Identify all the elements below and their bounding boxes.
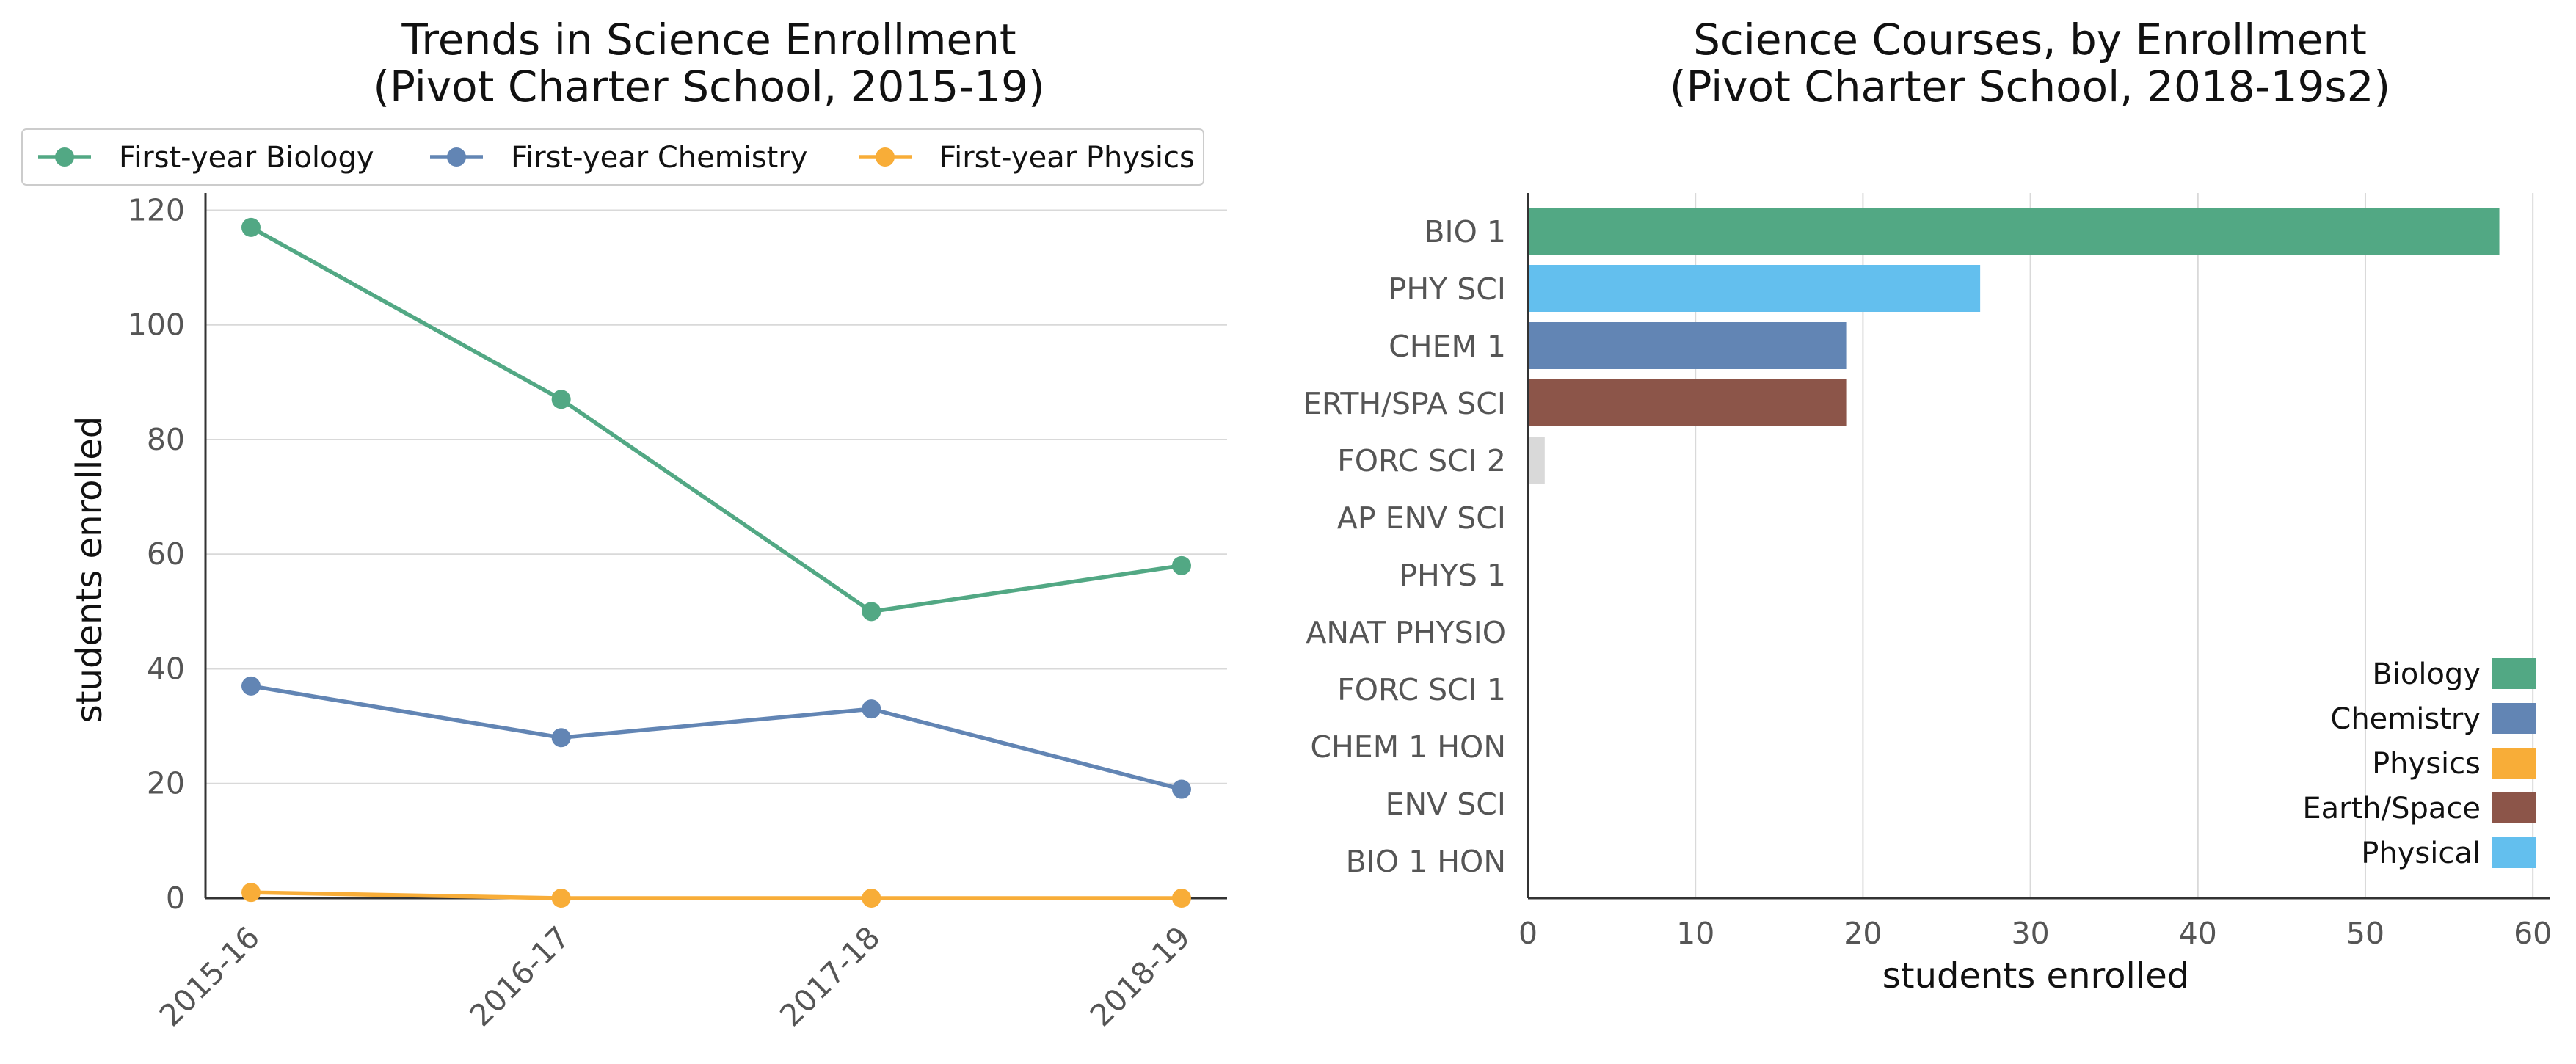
legend-label: First-year Biology [119,141,374,175]
line-chart-y-axis-label: students enrolled [69,416,110,723]
y-tick-label: 0 [166,881,185,916]
data-point [241,883,261,903]
x-tick-label: 60 [2514,916,2552,951]
bar-chart: Science Courses, by Enrollment (Pivot Ch… [1303,15,2552,996]
category-label: BIO 1 [1424,214,1506,249]
x-tick-label: 40 [2179,916,2217,951]
line-chart: Trends in Science Enrollment (Pivot Char… [21,15,1227,1033]
legend-label: Biology [2372,657,2481,691]
x-tick-label: 0 [1518,916,1538,951]
y-tick-label: 100 [128,307,185,343]
category-label: ERTH/SPA SCI [1303,386,1506,421]
legend-marker [55,147,74,167]
legend-marker [447,147,466,167]
category-label: FORC SCI 1 [1337,672,1506,707]
bar-chart-legend: Biology Chemistry Physics Earth/Space Physic… [2302,657,2536,870]
legend-label: Chemistry [2330,702,2481,736]
y-tick-label: 120 [128,192,185,227]
y-tick-label: 20 [147,766,185,801]
y-tick-label: 60 [147,536,185,572]
data-point [551,728,571,748]
category-label: PHY SCI [1389,272,1506,307]
legend-label: First-year Physics [939,141,1195,175]
legend-label: Physics [2372,747,2481,781]
category-label: ANAT PHYSIO [1306,615,1506,650]
category-label: BIO 1 HON [1346,844,1506,879]
legend-swatch [2492,658,2536,689]
data-point [862,889,881,908]
data-point [862,602,881,622]
line-chart-legend: First-year Biology First-year Chemistry Fi… [21,128,1204,186]
bar [1528,265,1981,312]
y-tick-label: 40 [147,651,185,686]
legend-swatch [2492,792,2536,823]
bar [1528,437,1545,484]
category-label: CHEM 1 HON [1310,729,1506,765]
bar-chart-title-line2: (Pivot Charter School, 2018-19s2) [1670,62,2390,112]
category-label: CHEM 1 [1389,329,1506,364]
bar-chart-title-line1: Science Courses, by Enrollment [1693,15,2367,65]
bar [1528,379,1847,426]
data-point [1172,555,1191,575]
x-tick-label: 20 [1844,916,1882,951]
legend-marker [876,147,895,167]
category-label: ENV SCI [1386,787,1506,822]
data-point [1172,779,1191,799]
bar [1528,208,2500,255]
legend-label: Physical [2361,837,2481,870]
legend-label: First-year Chemistry [511,141,807,175]
legend-swatch [2492,837,2536,868]
series-line [250,890,1182,900]
data-point [551,390,571,409]
x-tick-label: 10 [1676,916,1714,951]
bar-chart-x-axis-label: students enrolled [1882,955,2189,996]
bar [1528,322,1847,369]
data-point [551,889,571,908]
category-label: AP ENV SCI [1337,500,1506,536]
data-point [1172,889,1191,908]
x-tick-label: 30 [2012,916,2050,951]
y-tick-label: 80 [147,422,185,457]
series-line [250,684,1182,792]
data-point [241,217,261,237]
series-line [250,225,1182,614]
category-label: FORC SCI 2 [1337,443,1506,478]
category-label: PHYS 1 [1399,558,1506,593]
data-point [862,699,881,719]
legend-swatch [2492,748,2536,779]
data-point [241,676,261,696]
line-chart-title-line2: (Pivot Charter School, 2015-19) [373,62,1044,112]
legend-frame [21,128,1204,186]
legend-label: Earth/Space [2302,792,2481,826]
line-chart-title-line1: Trends in Science Enrollment [401,15,1016,65]
legend-swatch [2492,703,2536,734]
x-tick-label: 50 [2346,916,2384,951]
